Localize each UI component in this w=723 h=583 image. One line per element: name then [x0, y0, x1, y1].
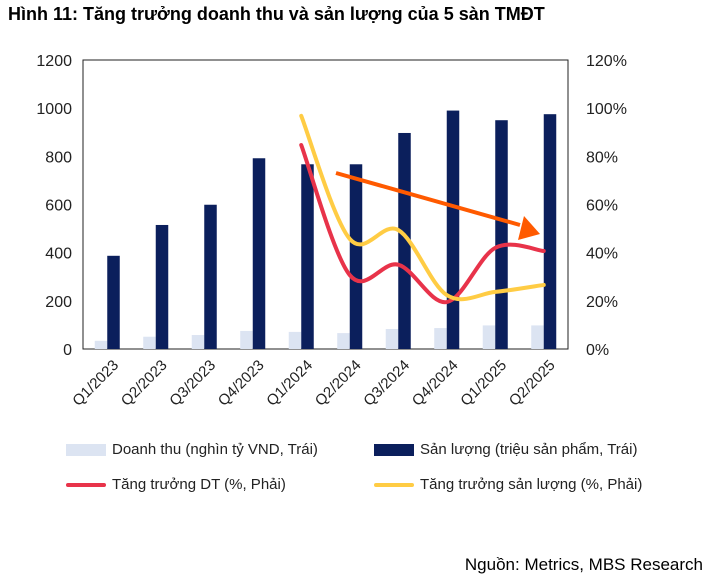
- bar-volume: [446, 110, 460, 349]
- y-right-tick-label: 100%: [586, 101, 627, 118]
- legend-item-revenue: Doanh thu (nghìn tỷ VND, Trái): [66, 441, 318, 458]
- y-right-tick-label: 60%: [586, 198, 618, 215]
- y-right-tick-label: 40%: [586, 246, 618, 263]
- legend-label: Doanh thu (nghìn tỷ VND, Trái): [112, 441, 318, 458]
- chart-title: Hình 11: Tăng trưởng doanh thu và sản lư…: [8, 4, 545, 24]
- y-left-tick-label: 0: [63, 342, 72, 359]
- bar-volume: [301, 164, 314, 349]
- y-right-tick-label: 0%: [586, 342, 609, 359]
- y-right-tick-label: 80%: [586, 149, 618, 166]
- x-tick-label: Q3/2023: [166, 357, 219, 410]
- bar-revenue: [482, 325, 496, 349]
- y-right-tick-label: 120%: [586, 53, 627, 70]
- x-tick-label: Q2/2024: [312, 357, 365, 410]
- legend-label: Sản lượng (triệu sản phẩm, Trái): [420, 441, 638, 458]
- bar-revenue: [337, 333, 350, 349]
- bar-volume: [349, 164, 363, 349]
- bar-volume: [155, 224, 169, 349]
- y-left-tick-label: 1200: [36, 53, 72, 70]
- legend-item-volume-growth: Tăng trưởng sản lượng (%, Phải): [374, 476, 642, 493]
- x-tick-label: Q3/2024: [360, 357, 413, 410]
- x-tick-label: Q1/2024: [263, 357, 316, 410]
- legend-swatch: [66, 482, 106, 487]
- x-tick-label: Q1/2023: [69, 357, 122, 410]
- y-left-tick-label: 1000: [36, 101, 72, 118]
- bar-revenue: [240, 330, 253, 349]
- x-tick-label: Q4/2024: [409, 357, 462, 410]
- x-tick-label: Q1/2025: [457, 357, 510, 410]
- bar-revenue: [288, 331, 302, 349]
- bar-volume: [495, 120, 508, 349]
- bar-revenue: [434, 328, 447, 349]
- bar-volume: [252, 158, 266, 349]
- bar-volume: [543, 114, 557, 349]
- legend-swatch: [374, 443, 414, 456]
- bar-revenue: [94, 340, 108, 349]
- bar-volume: [107, 255, 120, 349]
- legend-label: Tăng trưởng sản lượng (%, Phải): [420, 476, 643, 493]
- x-tick-label: Q4/2023: [215, 357, 268, 410]
- y-left-tick-label: 200: [45, 294, 72, 311]
- legend-item-volume: Sản lượng (triệu sản phẩm, Trái): [374, 441, 637, 458]
- x-tick-label: Q2/2025: [506, 357, 559, 410]
- line-revenue-growth: [299, 143, 546, 305]
- trend-arrow-head: [518, 216, 540, 240]
- x-tick-label: Q2/2023: [118, 357, 171, 410]
- plot-frame: [82, 59, 569, 350]
- y-left-tick-label: 600: [45, 198, 72, 215]
- bar-revenue: [191, 335, 205, 349]
- bar-revenue: [531, 325, 544, 349]
- legend-swatch: [66, 443, 106, 456]
- bar-volume: [204, 204, 217, 349]
- bar-revenue: [143, 336, 156, 349]
- y-left-tick-label: 800: [45, 149, 72, 166]
- bar-volume: [398, 132, 411, 349]
- y-left-tick-label: 400: [45, 246, 72, 263]
- trend-arrow-shaft: [335, 171, 521, 227]
- line-volume-growth: [299, 113, 546, 302]
- bar-revenue: [385, 329, 399, 349]
- chart: 0 200 400 600 800 1000 1200 0% 20% 40% 60% 80% 100% 1…: [36, 53, 627, 410]
- legend-item-revenue-growth: Tăng trưởng DT (%, Phải): [66, 476, 286, 493]
- y-right-tick-label: 20%: [586, 294, 618, 311]
- source-note: Nguồn: Metrics, MBS Research: [464, 555, 703, 574]
- legend-label: Tăng trưởng DT (%, Phải): [112, 476, 286, 493]
- legend-swatch: [374, 482, 414, 487]
